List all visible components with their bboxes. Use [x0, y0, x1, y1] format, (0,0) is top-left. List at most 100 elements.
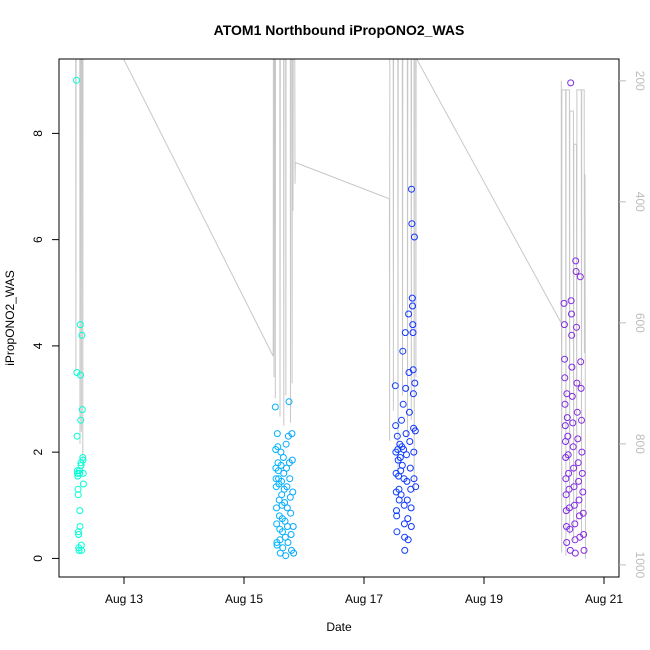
data-point	[273, 504, 280, 512]
data-point	[406, 438, 414, 445]
data-point	[407, 523, 415, 530]
y-tick-label: 8	[31, 130, 45, 137]
data-point	[290, 549, 298, 557]
data-point	[273, 430, 281, 438]
data-point	[574, 459, 582, 467]
y-tick-label: 0	[31, 555, 45, 562]
data-point	[402, 430, 410, 438]
data-point	[580, 546, 588, 554]
y-tick-label: 6	[31, 236, 45, 243]
plot-frame	[58, 58, 620, 578]
data-point	[404, 536, 412, 544]
y-tick-label: 2	[31, 448, 45, 455]
data-point	[577, 358, 585, 366]
data-point	[393, 528, 401, 536]
data-point	[562, 475, 570, 483]
data-point	[391, 382, 399, 390]
data-point	[284, 539, 292, 546]
data-point	[73, 432, 81, 440]
data-point	[393, 507, 400, 515]
data-point	[288, 430, 296, 438]
data-point	[282, 552, 290, 560]
data-point	[572, 257, 580, 265]
data-point	[78, 546, 85, 554]
data-point	[580, 531, 588, 538]
data-point	[567, 79, 575, 87]
data-point	[412, 483, 420, 491]
data-point	[410, 448, 418, 456]
x-tick-label: Aug 19	[465, 592, 503, 606]
x-tick-label: Aug 13	[105, 592, 143, 606]
data-point	[400, 446, 408, 453]
data-point	[279, 544, 287, 552]
x-tick-label: Aug 17	[345, 592, 383, 606]
data-point	[398, 416, 405, 424]
data-point	[285, 398, 293, 406]
data-point	[568, 392, 576, 400]
data-point	[579, 509, 587, 517]
data-point	[73, 76, 80, 84]
data-point	[566, 525, 574, 533]
data-point	[573, 323, 580, 331]
data-point	[401, 329, 409, 337]
data-point	[399, 400, 407, 408]
y2-axis: 200 400 600 800 1000	[619, 71, 647, 579]
x-tick-label: Aug 15	[225, 592, 263, 606]
data-point	[77, 541, 85, 549]
data-point	[561, 422, 569, 430]
data-point	[282, 440, 290, 448]
data-point	[571, 549, 579, 557]
data-point	[404, 515, 412, 523]
y-tick-label: 4	[31, 342, 45, 349]
data-point	[579, 488, 587, 496]
data-point	[578, 469, 586, 477]
data-point	[577, 384, 585, 392]
data-point	[78, 406, 86, 414]
data-point	[564, 451, 572, 459]
data-point	[400, 520, 408, 528]
data-point	[401, 546, 409, 554]
data-point	[279, 528, 286, 536]
data-point	[569, 419, 577, 427]
data-point	[393, 432, 401, 440]
data-point	[405, 310, 413, 318]
data-point	[575, 496, 583, 504]
data-point	[400, 501, 408, 509]
data-point	[76, 507, 84, 515]
data-point	[392, 422, 400, 430]
data-point	[571, 520, 579, 528]
data-point	[563, 414, 571, 422]
data-point	[405, 408, 413, 416]
y2-tick-label: 400	[633, 192, 647, 212]
data-point	[283, 483, 291, 491]
data-point	[272, 475, 280, 483]
data-point	[574, 435, 582, 443]
data-point	[569, 443, 577, 451]
data-point	[562, 491, 570, 499]
data-point	[578, 448, 586, 456]
data-point	[396, 454, 404, 461]
data-point	[563, 390, 571, 398]
data-point	[409, 390, 417, 398]
data-point	[564, 432, 572, 440]
y2-tick-label: 1000	[633, 552, 647, 579]
data-point	[561, 355, 569, 363]
data-point	[278, 477, 285, 485]
data-point	[573, 408, 581, 416]
data-point	[403, 451, 410, 459]
data-point	[74, 491, 82, 499]
data-point	[563, 539, 571, 546]
data-point	[76, 523, 84, 530]
data-point	[568, 310, 575, 318]
data-point	[408, 220, 416, 228]
data-point	[79, 480, 87, 488]
data-point	[76, 469, 84, 477]
data-point	[277, 461, 285, 469]
data-point	[79, 454, 87, 461]
data-point	[281, 533, 289, 541]
data-point	[409, 321, 417, 329]
data-point	[288, 456, 296, 464]
data-point	[402, 384, 410, 392]
data-point	[283, 464, 290, 472]
data-point	[567, 297, 575, 305]
